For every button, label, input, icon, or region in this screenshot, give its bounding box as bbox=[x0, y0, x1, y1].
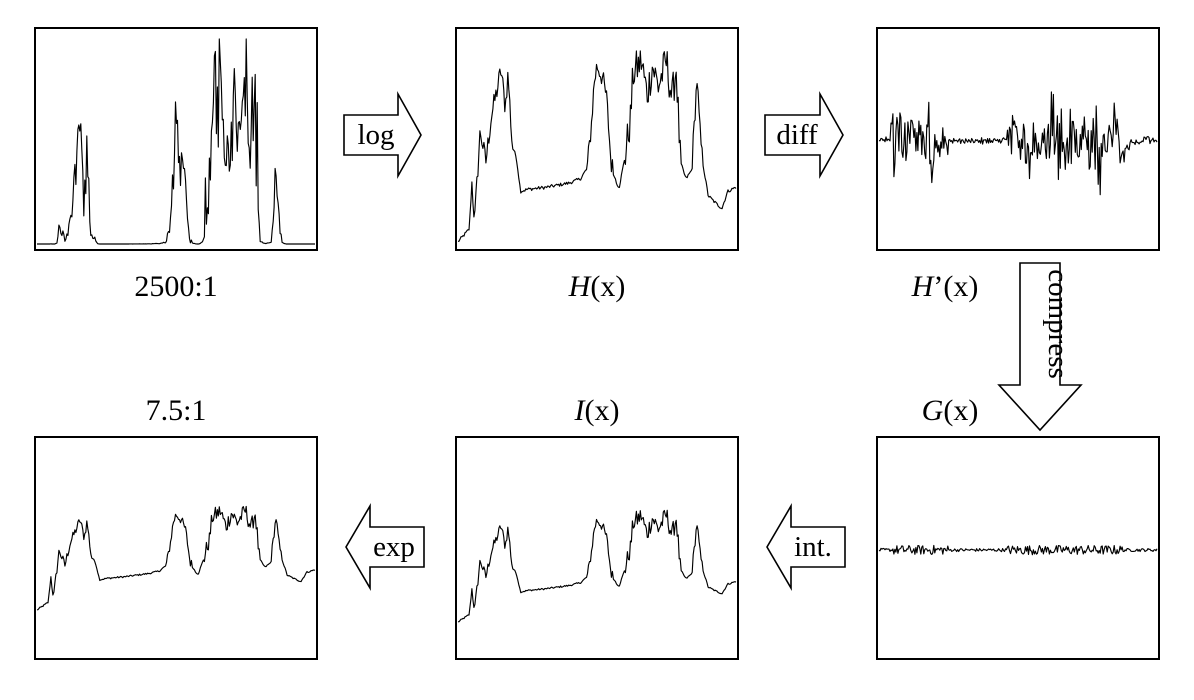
caption-output: 7.5:1 bbox=[146, 394, 207, 427]
diff-arrow: diff bbox=[764, 90, 844, 180]
panel-output-frame bbox=[34, 436, 318, 660]
compress-arrow-label: compress bbox=[1042, 269, 1074, 379]
caption-derivative: H’(x) bbox=[911, 270, 979, 303]
compress-arrow: compress bbox=[997, 262, 1083, 432]
int-arrow-label: int. bbox=[794, 531, 832, 563]
caption-log: H(x) bbox=[568, 270, 626, 303]
exp-arrow: exp bbox=[345, 503, 425, 591]
derivative-signal-trace bbox=[878, 91, 1158, 196]
log-arrow-label: log bbox=[357, 119, 394, 151]
log-arrow: log bbox=[343, 90, 422, 180]
diff-arrow-label: diff bbox=[776, 119, 818, 151]
panel-integrated-frame bbox=[455, 436, 739, 660]
compressed-signal-trace bbox=[878, 544, 1158, 556]
exp-arrow-label: exp bbox=[373, 531, 415, 563]
panel-original-frame bbox=[34, 27, 318, 251]
caption-original: 2500:1 bbox=[134, 270, 217, 303]
integrated-signal-trace bbox=[457, 509, 737, 623]
caption-integrated: I(x) bbox=[574, 394, 620, 427]
int-arrow: int. bbox=[766, 503, 846, 591]
caption-compressed: G(x) bbox=[922, 394, 979, 427]
log-signal-trace bbox=[458, 50, 737, 242]
panel-log-frame bbox=[455, 27, 739, 251]
output-signal-trace bbox=[36, 505, 316, 611]
original-signal-trace bbox=[37, 38, 315, 245]
